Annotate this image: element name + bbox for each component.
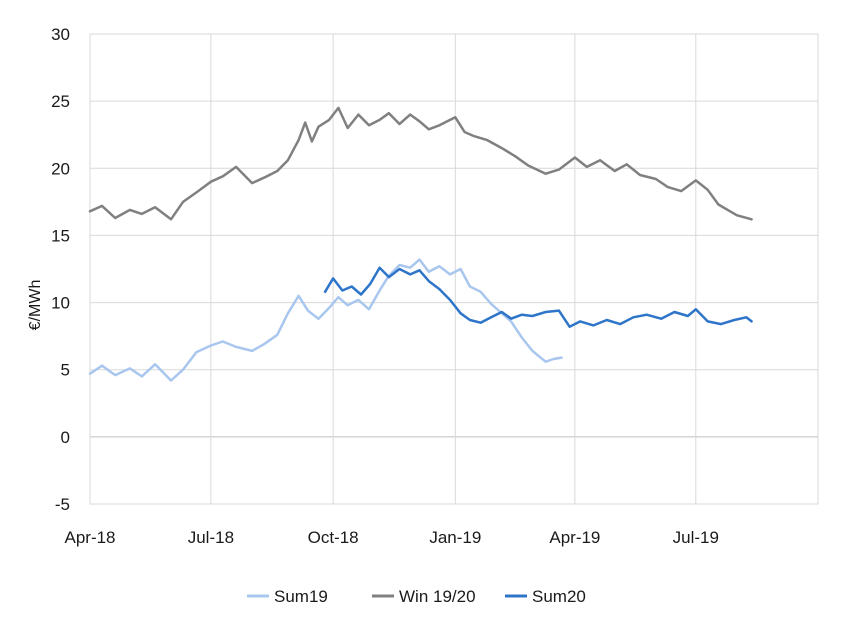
- y-tick-label: 0: [61, 428, 70, 447]
- x-axis-ticks: Apr-18 Jul-18 Oct-18 Jan-19 Apr-19 Jul-19: [64, 528, 718, 547]
- series-line-win-19-20: [88, 106, 753, 221]
- plot-area: [89, 33, 819, 505]
- y-tick-label: -5: [55, 495, 70, 514]
- x-tick-label: Jul-18: [188, 528, 234, 547]
- y-tick-label: 10: [51, 294, 70, 313]
- x-tick-label: Jan-19: [429, 528, 481, 547]
- series-lines: [88, 106, 753, 382]
- x-tick-label: Oct-18: [308, 528, 359, 547]
- x-tick-label: Apr-18: [64, 528, 115, 547]
- gridlines: [89, 33, 818, 505]
- legend-label: Sum20: [532, 587, 586, 606]
- y-tick-label: 30: [51, 25, 70, 44]
- legend-item: Sum20: [505, 587, 586, 606]
- legend: Sum19 Win 19/20 Sum20: [247, 587, 586, 606]
- y-tick-label: 5: [61, 361, 70, 380]
- x-tick-label: Apr-19: [549, 528, 600, 547]
- y-axis-ticks: -5 0 5 10 15 20 25 30: [51, 25, 70, 514]
- y-tick-label: 15: [51, 226, 70, 245]
- legend-label: Win 19/20: [399, 587, 476, 606]
- series-line-sum20: [323, 266, 753, 328]
- legend-item: Win 19/20: [372, 587, 476, 606]
- legend-item: Sum19: [247, 587, 328, 606]
- y-tick-label: 20: [51, 159, 70, 178]
- y-tick-label: 25: [51, 92, 70, 111]
- legend-label: Sum19: [274, 587, 328, 606]
- y-axis-title: €/MWh: [27, 280, 44, 331]
- x-tick-label: Jul-19: [673, 528, 719, 547]
